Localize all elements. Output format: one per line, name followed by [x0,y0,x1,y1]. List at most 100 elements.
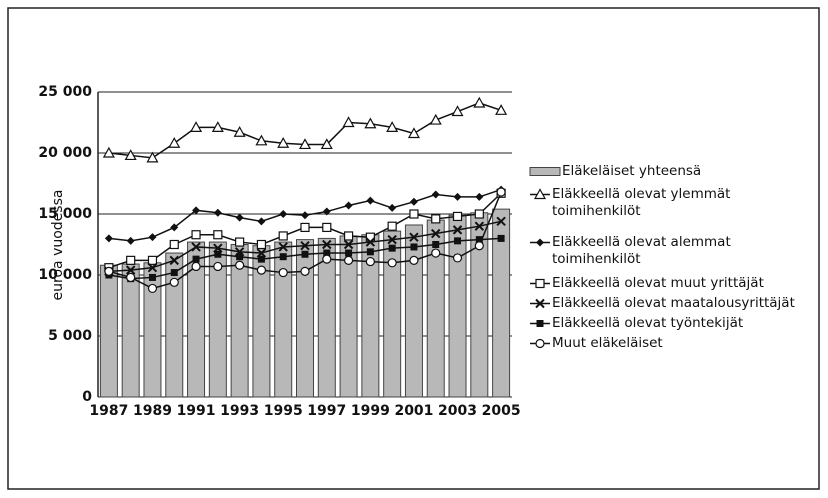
marker [452,225,463,235]
marker [213,230,223,240]
marker [255,134,268,146]
marker [298,138,312,150]
marker [322,239,332,250]
x-tick-label: 1999 [351,403,390,419]
marker [535,298,545,309]
marker [475,236,483,244]
marker [535,278,545,289]
marker [473,96,486,108]
x-tick-label: 1993 [220,403,259,419]
marker [387,234,397,245]
marker [365,256,375,267]
x-tick-label: 2003 [438,403,477,419]
marker [278,267,288,278]
marker [451,105,464,117]
marker [322,207,331,216]
marker [147,262,158,273]
marker [387,221,397,231]
marker [386,121,399,132]
marker [126,272,136,283]
marker [431,214,441,224]
marker [169,255,179,266]
marker [147,255,158,265]
x-tick-label: 1997 [307,403,346,419]
marker [235,237,245,247]
bar [99,264,118,398]
marker [452,211,463,222]
marker [214,250,222,258]
bar [383,230,402,398]
marker [301,211,309,220]
marker [235,260,245,270]
legend-label: Eläkkeellä olevat alemmat toimihenkilöt [552,234,731,267]
y-tick-label: 10 000 [38,267,92,283]
y-tick-label: 5 000 [48,328,92,344]
marker [192,255,200,263]
marker [322,222,332,233]
marker [432,241,440,248]
marker [474,241,484,251]
marker [235,213,244,222]
marker [322,254,332,264]
marker [191,242,201,252]
bar [143,262,162,398]
marker [344,201,353,210]
marker [345,249,353,257]
marker [452,253,463,263]
x-tick-label: 1995 [264,403,303,419]
legend-label: Muut eläkeläiset [552,335,663,351]
marker [279,253,287,261]
marker [453,192,462,201]
marker [256,239,267,250]
marker [213,261,223,272]
marker [431,190,440,199]
marker [409,255,419,265]
bar [165,252,184,398]
x-tick-label: 2001 [394,403,433,419]
marker [366,248,374,256]
marker [388,203,397,212]
marker [429,113,442,125]
marker [496,187,506,197]
marker [454,237,462,245]
marker [104,234,113,243]
marker [126,255,136,265]
marker [535,338,545,349]
marker [409,232,419,242]
marker [343,255,354,265]
marker [213,208,222,217]
marker [475,192,484,201]
bar [274,241,293,398]
marker [126,236,135,245]
marker [474,221,485,231]
marker [407,127,420,139]
marker [148,233,157,242]
marker [410,243,418,251]
y-axis-label: euroa vuodessa [50,190,66,301]
marker [409,197,418,206]
marker [169,277,179,287]
marker [192,206,201,215]
marker [300,222,310,233]
marker [277,137,290,148]
marker [536,238,544,247]
marker [170,223,179,232]
marker [431,228,441,239]
marker [211,121,224,132]
x-tick-label: 2005 [482,403,521,419]
marker [256,265,267,275]
marker [343,239,354,250]
marker [169,239,179,250]
marker [364,117,377,129]
marker [146,151,159,163]
marker [301,250,309,258]
marker [278,242,288,252]
marker [300,241,310,251]
marker [388,244,396,252]
marker [190,121,203,132]
marker [320,138,333,150]
marker [191,230,201,240]
marker [300,266,310,276]
